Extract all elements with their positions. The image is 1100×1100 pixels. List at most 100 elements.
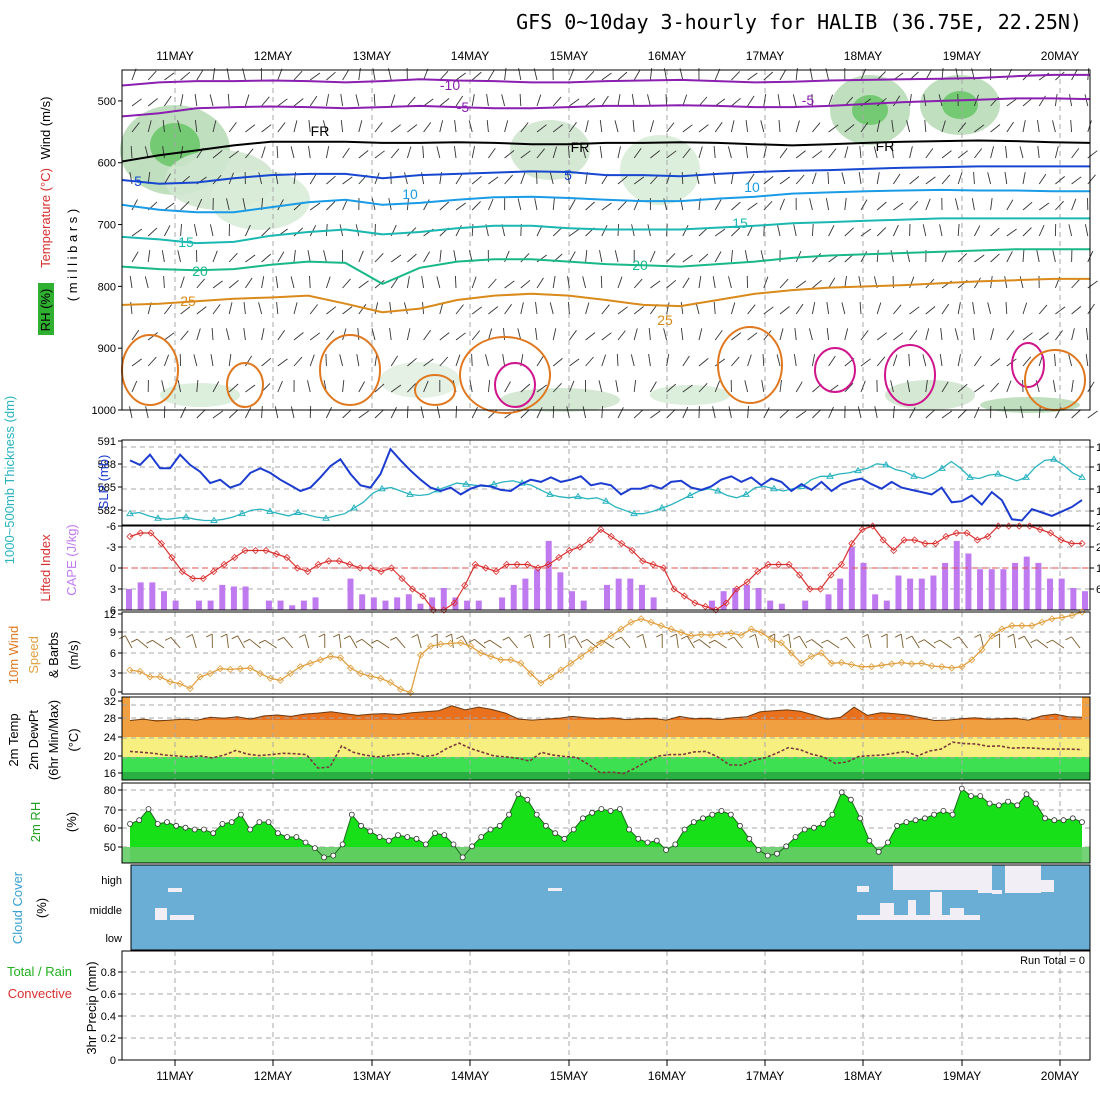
cape-bar bbox=[627, 578, 634, 610]
wind10-marker bbox=[627, 618, 635, 626]
wind10-marker bbox=[888, 660, 896, 668]
wind10-barb bbox=[714, 639, 727, 649]
upper-wind-barb bbox=[552, 328, 557, 341]
rh-tick-label: 80 bbox=[104, 785, 116, 797]
upper-wind-barb bbox=[601, 72, 612, 81]
upper-wind-barb bbox=[436, 146, 441, 159]
cape-bar bbox=[265, 600, 272, 610]
upper-wind-barb bbox=[309, 72, 321, 81]
lifted-index-marker bbox=[503, 560, 511, 569]
rh-area-fill bbox=[130, 788, 1082, 863]
upper-wind-barb bbox=[924, 119, 927, 133]
upper-wind-barb bbox=[893, 95, 901, 107]
wind10-marker bbox=[797, 659, 805, 667]
upper-wind-barb bbox=[358, 381, 365, 393]
precip-axis-label-c: 3hr Precip (mm) bbox=[84, 961, 99, 1054]
rh-panel-frame bbox=[121, 782, 1091, 864]
upper-wind-barb bbox=[261, 405, 263, 419]
rh-marker bbox=[1005, 798, 1011, 805]
wind10-marker bbox=[136, 667, 144, 676]
rh-marker bbox=[228, 819, 235, 825]
upper-wind-barb bbox=[682, 148, 691, 159]
wind10-barb bbox=[867, 634, 872, 649]
upper-wind-barb bbox=[891, 120, 894, 133]
upper-wind-barb bbox=[745, 146, 749, 159]
date-label-top: 13MAY bbox=[353, 49, 391, 63]
upper-wind-barb bbox=[567, 301, 570, 315]
upper-wind-barb bbox=[666, 409, 676, 419]
temp-tick-label: 20 bbox=[104, 751, 116, 763]
wind10-barb-feather bbox=[164, 636, 172, 641]
lifted-index-marker bbox=[649, 560, 657, 569]
lifted-index-marker bbox=[461, 581, 469, 590]
rh-marker bbox=[136, 817, 143, 824]
rh-marker bbox=[644, 839, 651, 846]
rh-shade-region bbox=[942, 91, 978, 119]
rh-marker bbox=[237, 811, 244, 818]
lifted-index-marker bbox=[377, 567, 385, 576]
upper-wind-barb bbox=[162, 146, 165, 159]
temp-top-mask bbox=[130, 697, 1082, 721]
upper-wind-barb bbox=[486, 120, 489, 133]
cape-bar bbox=[1047, 578, 1054, 610]
upper-wind-barb bbox=[941, 150, 952, 159]
upper-wind-barb bbox=[196, 198, 203, 211]
rh-marker bbox=[607, 808, 614, 814]
upper-wind-barb bbox=[876, 227, 887, 237]
wind10-marker bbox=[1018, 622, 1026, 630]
wind10-barb-feather bbox=[894, 633, 902, 638]
wind10-barb bbox=[1071, 636, 1081, 649]
wind10-marker bbox=[156, 673, 164, 681]
wind10-barb bbox=[799, 635, 808, 649]
upper-wind-barb bbox=[355, 94, 360, 107]
wind10-marker bbox=[397, 685, 405, 693]
upper-wind-barb bbox=[196, 379, 199, 393]
upper-wind-barb bbox=[261, 276, 265, 289]
thickness-marker bbox=[770, 484, 778, 492]
upper-wind-barb bbox=[776, 354, 781, 367]
lifted-index-marker bbox=[628, 546, 636, 555]
upper-wind-barb bbox=[390, 355, 398, 367]
upper-wind-barb bbox=[277, 329, 286, 341]
thickness-marker bbox=[854, 466, 862, 474]
upper-wind-barb bbox=[745, 120, 749, 133]
wind10-barb-feather bbox=[332, 633, 340, 638]
rh-marker bbox=[755, 847, 762, 853]
rh-marker bbox=[367, 828, 374, 835]
rh-marker bbox=[1051, 817, 1058, 824]
wind10-barb bbox=[124, 635, 133, 649]
upper-wind-barb bbox=[1038, 304, 1048, 315]
cape-bar bbox=[720, 591, 727, 610]
upper-wind-barb bbox=[1019, 146, 1024, 159]
upper-wind-barb bbox=[534, 198, 538, 211]
upper-wind-barb bbox=[549, 172, 554, 185]
upper-wind-barb bbox=[925, 306, 936, 315]
upper-wind-barb bbox=[1052, 120, 1056, 133]
upper-wind-barb bbox=[407, 96, 416, 107]
cape-bar bbox=[230, 586, 237, 610]
wind10-barb-feather bbox=[468, 638, 475, 643]
wind10-barb-feather bbox=[805, 639, 813, 643]
upper-wind-barb bbox=[1070, 119, 1073, 133]
upper-wind-barb bbox=[371, 328, 376, 341]
lifted-index-marker bbox=[1047, 529, 1055, 537]
cape-bar bbox=[825, 594, 832, 610]
lifted-index-marker bbox=[398, 574, 406, 583]
upper-wind-barb bbox=[293, 98, 304, 107]
wind10-barb bbox=[508, 636, 518, 649]
upper-wind-barb bbox=[309, 354, 315, 367]
upper-wind-barb bbox=[873, 146, 878, 159]
upper-wind-barb bbox=[779, 328, 784, 341]
cape-bar bbox=[778, 603, 785, 610]
wind10-marker bbox=[938, 663, 946, 671]
upper-wind-barb bbox=[535, 302, 538, 315]
upper-wind-barb bbox=[293, 70, 303, 81]
upper-wind-barb bbox=[779, 69, 787, 81]
upper-wind-barb bbox=[503, 327, 506, 341]
rh-marker bbox=[413, 835, 420, 842]
cape-bar bbox=[417, 603, 424, 610]
upper-wind-barb bbox=[892, 354, 898, 367]
upper-wind-barb bbox=[649, 120, 655, 133]
wind10-barb-feather bbox=[220, 633, 228, 638]
rh-marker bbox=[256, 819, 263, 825]
